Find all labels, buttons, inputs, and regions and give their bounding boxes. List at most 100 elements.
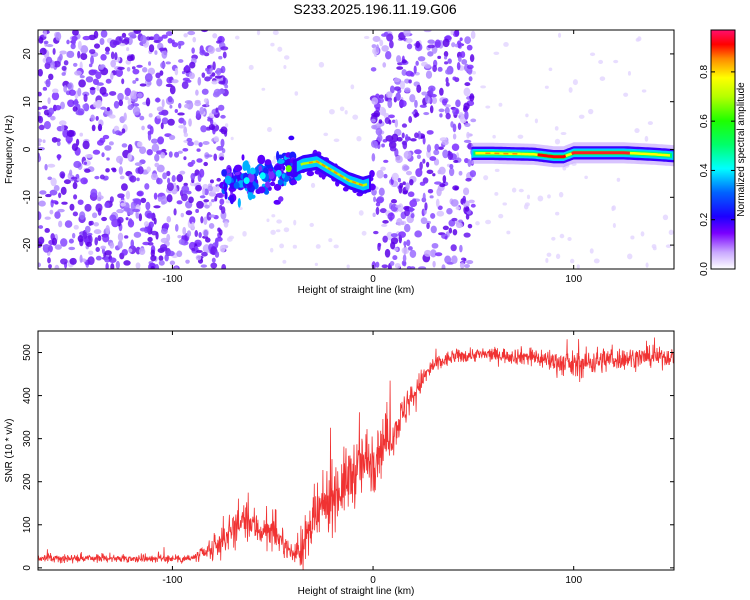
snr-y-tick-label: 300 [22,430,33,447]
noise-cell [145,201,151,211]
faint-cell [559,233,565,239]
faint-cell [558,191,564,198]
faint-cell [230,136,234,141]
noise-cell [125,190,131,200]
signal-cell [258,165,263,172]
noise-cell [436,210,445,217]
spectrogram-x-tick-label: 100 [565,274,582,285]
noise-cell [79,211,86,220]
noise-cell [464,122,471,127]
noise-cell [401,69,407,76]
noise-cell [464,110,469,120]
noise-cell [39,47,47,56]
noise-cell [206,65,212,69]
signal-cell [243,177,250,185]
noise-cell [66,50,75,59]
noise-cell [150,254,157,262]
noise-cell [92,149,101,155]
noise-cell [430,225,437,234]
noise-cell [55,31,62,41]
noise-cell [379,208,387,214]
noise-cell [395,92,401,101]
noise-cell [409,178,414,186]
noise-cell [432,173,436,177]
noise-cell [95,255,102,261]
noise-cell [373,230,379,235]
noise-cell [72,30,79,36]
noise-cell [89,87,96,91]
noise-cell [448,219,456,227]
noise-cell [405,182,410,191]
faint-cell [346,264,350,269]
noise-cell [416,154,421,160]
noise-cell [61,72,66,76]
noise-cell [456,62,461,71]
noise-cell [77,40,82,50]
noise-cell [165,31,173,37]
noise-cell [432,64,438,73]
noise-cell [391,133,399,143]
noise-cell [105,78,112,84]
noise-cell [150,249,155,257]
noise-cell [378,119,383,124]
noise-cell [195,110,201,118]
noise-cell [182,226,187,236]
noise-cell [459,244,463,253]
noise-cell [79,254,83,263]
faint-cell [271,214,276,218]
noise-cell [178,239,185,245]
noise-cell [131,66,136,70]
noise-cell [42,139,46,144]
noise-cell [95,71,102,80]
noise-cell [376,169,384,179]
noise-cell [436,187,442,197]
noise-cell [114,52,118,61]
faint-cell [271,159,277,165]
noise-cell [139,146,147,155]
noise-cell [465,177,472,182]
noise-cell [405,70,414,77]
noise-cell [108,257,117,263]
signal-cell [259,172,266,180]
noise-cell [403,223,411,233]
noise-cell [200,30,209,33]
noise-cell [93,30,99,39]
noise-cell [446,207,453,215]
noise-cell [445,82,450,87]
noise-cell [50,115,56,121]
noise-cell [467,159,472,167]
noise-cell [189,181,196,187]
noise-cell [171,175,176,183]
noise-cell [216,145,224,151]
noise-cell [128,218,133,225]
faint-cell [645,262,649,268]
noise-cell [181,193,188,202]
spectrogram-y-tick-label: -20 [22,237,33,252]
snr-series [38,337,674,570]
faint-cell [637,36,642,42]
noise-cell [424,94,429,102]
noise-cell [151,230,158,236]
noise-cell [373,196,377,203]
noise-cell [115,36,123,45]
noise-cell [371,153,376,162]
noise-cell [409,94,416,103]
noise-cell [404,87,411,93]
noise-cell [51,200,58,204]
noise-cell [38,68,43,77]
noise-cell [379,94,384,99]
faint-cell [283,64,287,70]
noise-cell [442,175,447,184]
snr-y-tick-label: 500 [22,344,33,361]
noise-cell [426,144,432,153]
noise-cell [220,114,226,119]
noise-cell [134,162,143,167]
noise-cell [447,66,451,75]
noise-cell [382,235,388,243]
noise-cell [187,141,194,147]
noise-cell [451,255,458,264]
noise-cell [178,102,182,109]
signal-cell [285,165,292,173]
noise-cell [166,182,174,192]
